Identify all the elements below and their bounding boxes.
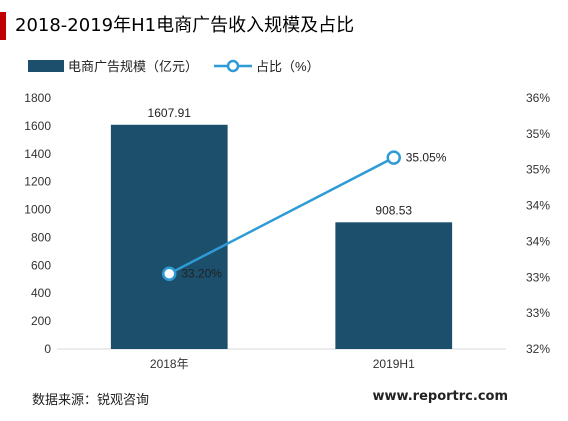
y-left-tick-label: 1000 — [24, 203, 51, 217]
bar — [335, 222, 453, 349]
line-value-label: 35.05% — [406, 151, 447, 165]
y-right-tick-label: 33% — [526, 306, 550, 320]
y-left-tick-label: 0 — [44, 342, 51, 356]
y-axis-left: 0 200 400 600 800 1000 1200 1400 1600 1800 — [24, 91, 51, 356]
y-right-tick-label: 35% — [526, 127, 550, 141]
title-accent-bar — [0, 12, 6, 40]
y-right-tick-label: 33% — [526, 270, 550, 284]
series-line — [168, 156, 395, 275]
y-left-tick-label: 200 — [31, 314, 51, 328]
y-right-tick-label: 34% — [526, 199, 550, 213]
y-left-tick-label: 1600 — [24, 119, 51, 133]
line-point — [162, 266, 177, 281]
source-note: 数据来源：锐观咨询 — [32, 393, 150, 408]
line-point — [386, 150, 401, 165]
y-right-tick-label: 35% — [526, 163, 550, 177]
bar-value-label: 908.53 — [375, 203, 412, 217]
bar — [110, 124, 228, 349]
website-link[interactable]: www.reportrc.com — [372, 389, 508, 404]
y-right-tick-label: 32% — [526, 342, 550, 356]
y-left-tick-label: 800 — [31, 230, 51, 244]
x-tick-label: 2019H1 — [373, 357, 415, 371]
x-tick-label: 2018年 — [150, 357, 189, 371]
x-axis: 2018年 2019H1 — [57, 348, 506, 371]
bar-value-label: 1607.91 — [148, 106, 192, 120]
legend-label-line: 占比（%） — [256, 59, 320, 74]
y-right-tick-label: 36% — [526, 91, 550, 105]
bar-series: 1607.91 908.53 — [110, 106, 453, 349]
y-left-tick-label: 1800 — [24, 91, 51, 105]
line-value-label: 33.20% — [181, 267, 222, 281]
page-title: 2018-2019年H1电商广告收入规模及占比 — [15, 15, 355, 36]
line-series: 33.20% 35.05% — [162, 150, 447, 281]
y-right-tick-label: 34% — [526, 234, 550, 248]
legend-label-bars: 电商广告规模（亿元） — [68, 59, 198, 74]
y-left-tick-label: 400 — [31, 286, 51, 300]
y-axis-right: 32% 33% 33% 34% 34% 35% 35% 36% — [526, 91, 550, 356]
y-left-tick-label: 1200 — [24, 175, 51, 189]
y-left-tick-label: 1400 — [24, 147, 51, 161]
legend-swatch-bars — [28, 60, 64, 72]
legend-marker-line — [226, 59, 240, 73]
y-left-tick-label: 600 — [31, 258, 51, 272]
legend: 电商广告规模（亿元） 占比（%） — [28, 59, 320, 74]
